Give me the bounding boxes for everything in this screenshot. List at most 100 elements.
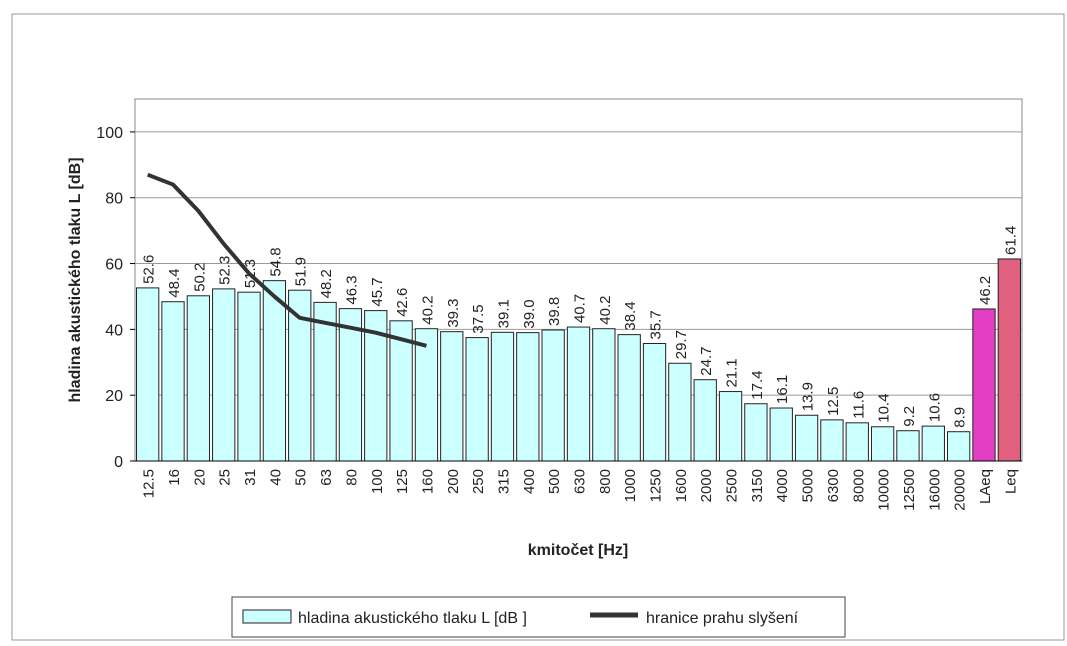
data-label: 50.2 <box>191 263 208 292</box>
x-tick-label: Leq <box>1002 469 1019 494</box>
bar <box>668 362 692 462</box>
x-tick-label: 16000 <box>926 469 943 511</box>
x-tick-label: 1000 <box>622 469 639 502</box>
y-tick-label: 40 <box>105 322 123 339</box>
x-tick-label: 20 <box>191 469 208 486</box>
line-series <box>146 172 427 348</box>
x-tick-label: 4000 <box>774 469 791 502</box>
bar <box>693 379 717 462</box>
x-tick-label: 1250 <box>648 469 665 502</box>
bar <box>769 407 793 462</box>
data-label: 8.9 <box>952 407 969 428</box>
bar <box>161 301 185 462</box>
data-label: 37.5 <box>470 304 487 333</box>
bar <box>541 329 565 462</box>
bar <box>921 425 945 462</box>
bar <box>744 403 768 462</box>
x-tick-label: 12500 <box>901 469 918 511</box>
data-label: 52.6 <box>141 255 158 284</box>
data-label: 54.8 <box>267 247 284 276</box>
data-label: 48.2 <box>318 269 335 298</box>
data-label: 35.7 <box>648 310 665 339</box>
data-label: 16.1 <box>774 375 791 404</box>
y-tick-label: 100 <box>96 125 123 142</box>
data-label: 40.7 <box>572 294 589 323</box>
x-tick-label: 160 <box>419 469 436 494</box>
data-label: 42.6 <box>394 288 411 317</box>
x-tick-label: LAeq <box>977 469 994 504</box>
data-label: 38.4 <box>622 301 639 330</box>
data-label: 39.1 <box>495 299 512 328</box>
bar <box>516 332 540 462</box>
bar <box>490 331 515 462</box>
y-tick-label: 20 <box>105 388 123 405</box>
x-tick-label: 40 <box>267 469 284 486</box>
bar <box>870 426 895 462</box>
data-label: 40.2 <box>419 296 436 325</box>
bar <box>592 328 616 462</box>
data-label: 46.3 <box>343 275 360 304</box>
data-label: 45.7 <box>369 277 386 306</box>
bar <box>338 308 363 462</box>
bar <box>237 291 261 462</box>
data-label: 12.5 <box>825 387 842 416</box>
data-label: 21.1 <box>724 358 741 387</box>
x-tick-label: 250 <box>470 469 487 494</box>
x-tick-label: 200 <box>445 469 462 494</box>
legend-box <box>231 596 846 638</box>
x-tick-label: 25 <box>217 469 234 486</box>
bar <box>414 328 439 462</box>
bar <box>136 287 160 462</box>
data-label: 39.0 <box>521 299 538 328</box>
x-tick-label: 2000 <box>698 469 715 502</box>
bar <box>820 419 844 462</box>
bar <box>212 288 236 462</box>
x-tick-label: 50 <box>293 469 310 486</box>
x-tick-label: 8000 <box>850 469 867 502</box>
y-axis-label: hladina akustického tlaku L [dB] <box>67 157 84 402</box>
data-label: 17.4 <box>749 371 766 400</box>
x-tick-label: 63 <box>318 469 335 486</box>
bar <box>997 258 1021 462</box>
x-tick-label: 12.5 <box>141 469 158 498</box>
bar <box>972 308 996 462</box>
x-tick-label: 80 <box>343 469 360 486</box>
data-label: 61.4 <box>1002 226 1019 255</box>
data-label: 29.7 <box>673 330 690 359</box>
data-label: 10.6 <box>926 393 943 422</box>
bar <box>440 331 464 462</box>
x-tick-label: 10000 <box>876 469 893 511</box>
bar <box>845 422 869 462</box>
bar <box>465 337 489 462</box>
bar <box>946 431 971 462</box>
x-tick-label: 630 <box>572 469 589 494</box>
x-tick-label: 315 <box>495 469 512 494</box>
x-tick-label: 20000 <box>952 469 969 511</box>
bar <box>718 391 743 462</box>
legend-label: hladina akustického tlaku L [dB ] <box>298 610 527 627</box>
data-label: 51.9 <box>293 257 310 286</box>
y-tick-label: 0 <box>114 454 123 471</box>
x-tick-label: 31 <box>242 469 259 486</box>
legend-swatch <box>242 609 292 624</box>
data-label: 11.6 <box>850 391 867 419</box>
x-tick-label: 3150 <box>749 469 766 502</box>
y-tick-label: 60 <box>105 257 123 274</box>
x-tick-label: 400 <box>521 469 538 494</box>
y-tick-label: 80 <box>105 191 123 208</box>
data-label: 10.4 <box>876 394 893 423</box>
x-tick-label: 500 <box>546 469 563 494</box>
x-tick-label: 800 <box>597 469 614 494</box>
data-label: 48.4 <box>166 269 183 298</box>
bar <box>642 343 667 462</box>
data-label: 13.9 <box>800 382 817 411</box>
bar <box>186 295 211 462</box>
x-tick-label: 16 <box>166 469 183 486</box>
x-tick-label: 5000 <box>800 469 817 502</box>
bar <box>262 280 287 462</box>
legend-label: hranice prahu slyšení <box>646 610 799 627</box>
x-axis-label: kmitočet [Hz] <box>528 542 628 559</box>
x-tick-label: 100 <box>369 469 386 494</box>
x-tick-label: 1600 <box>673 469 690 502</box>
